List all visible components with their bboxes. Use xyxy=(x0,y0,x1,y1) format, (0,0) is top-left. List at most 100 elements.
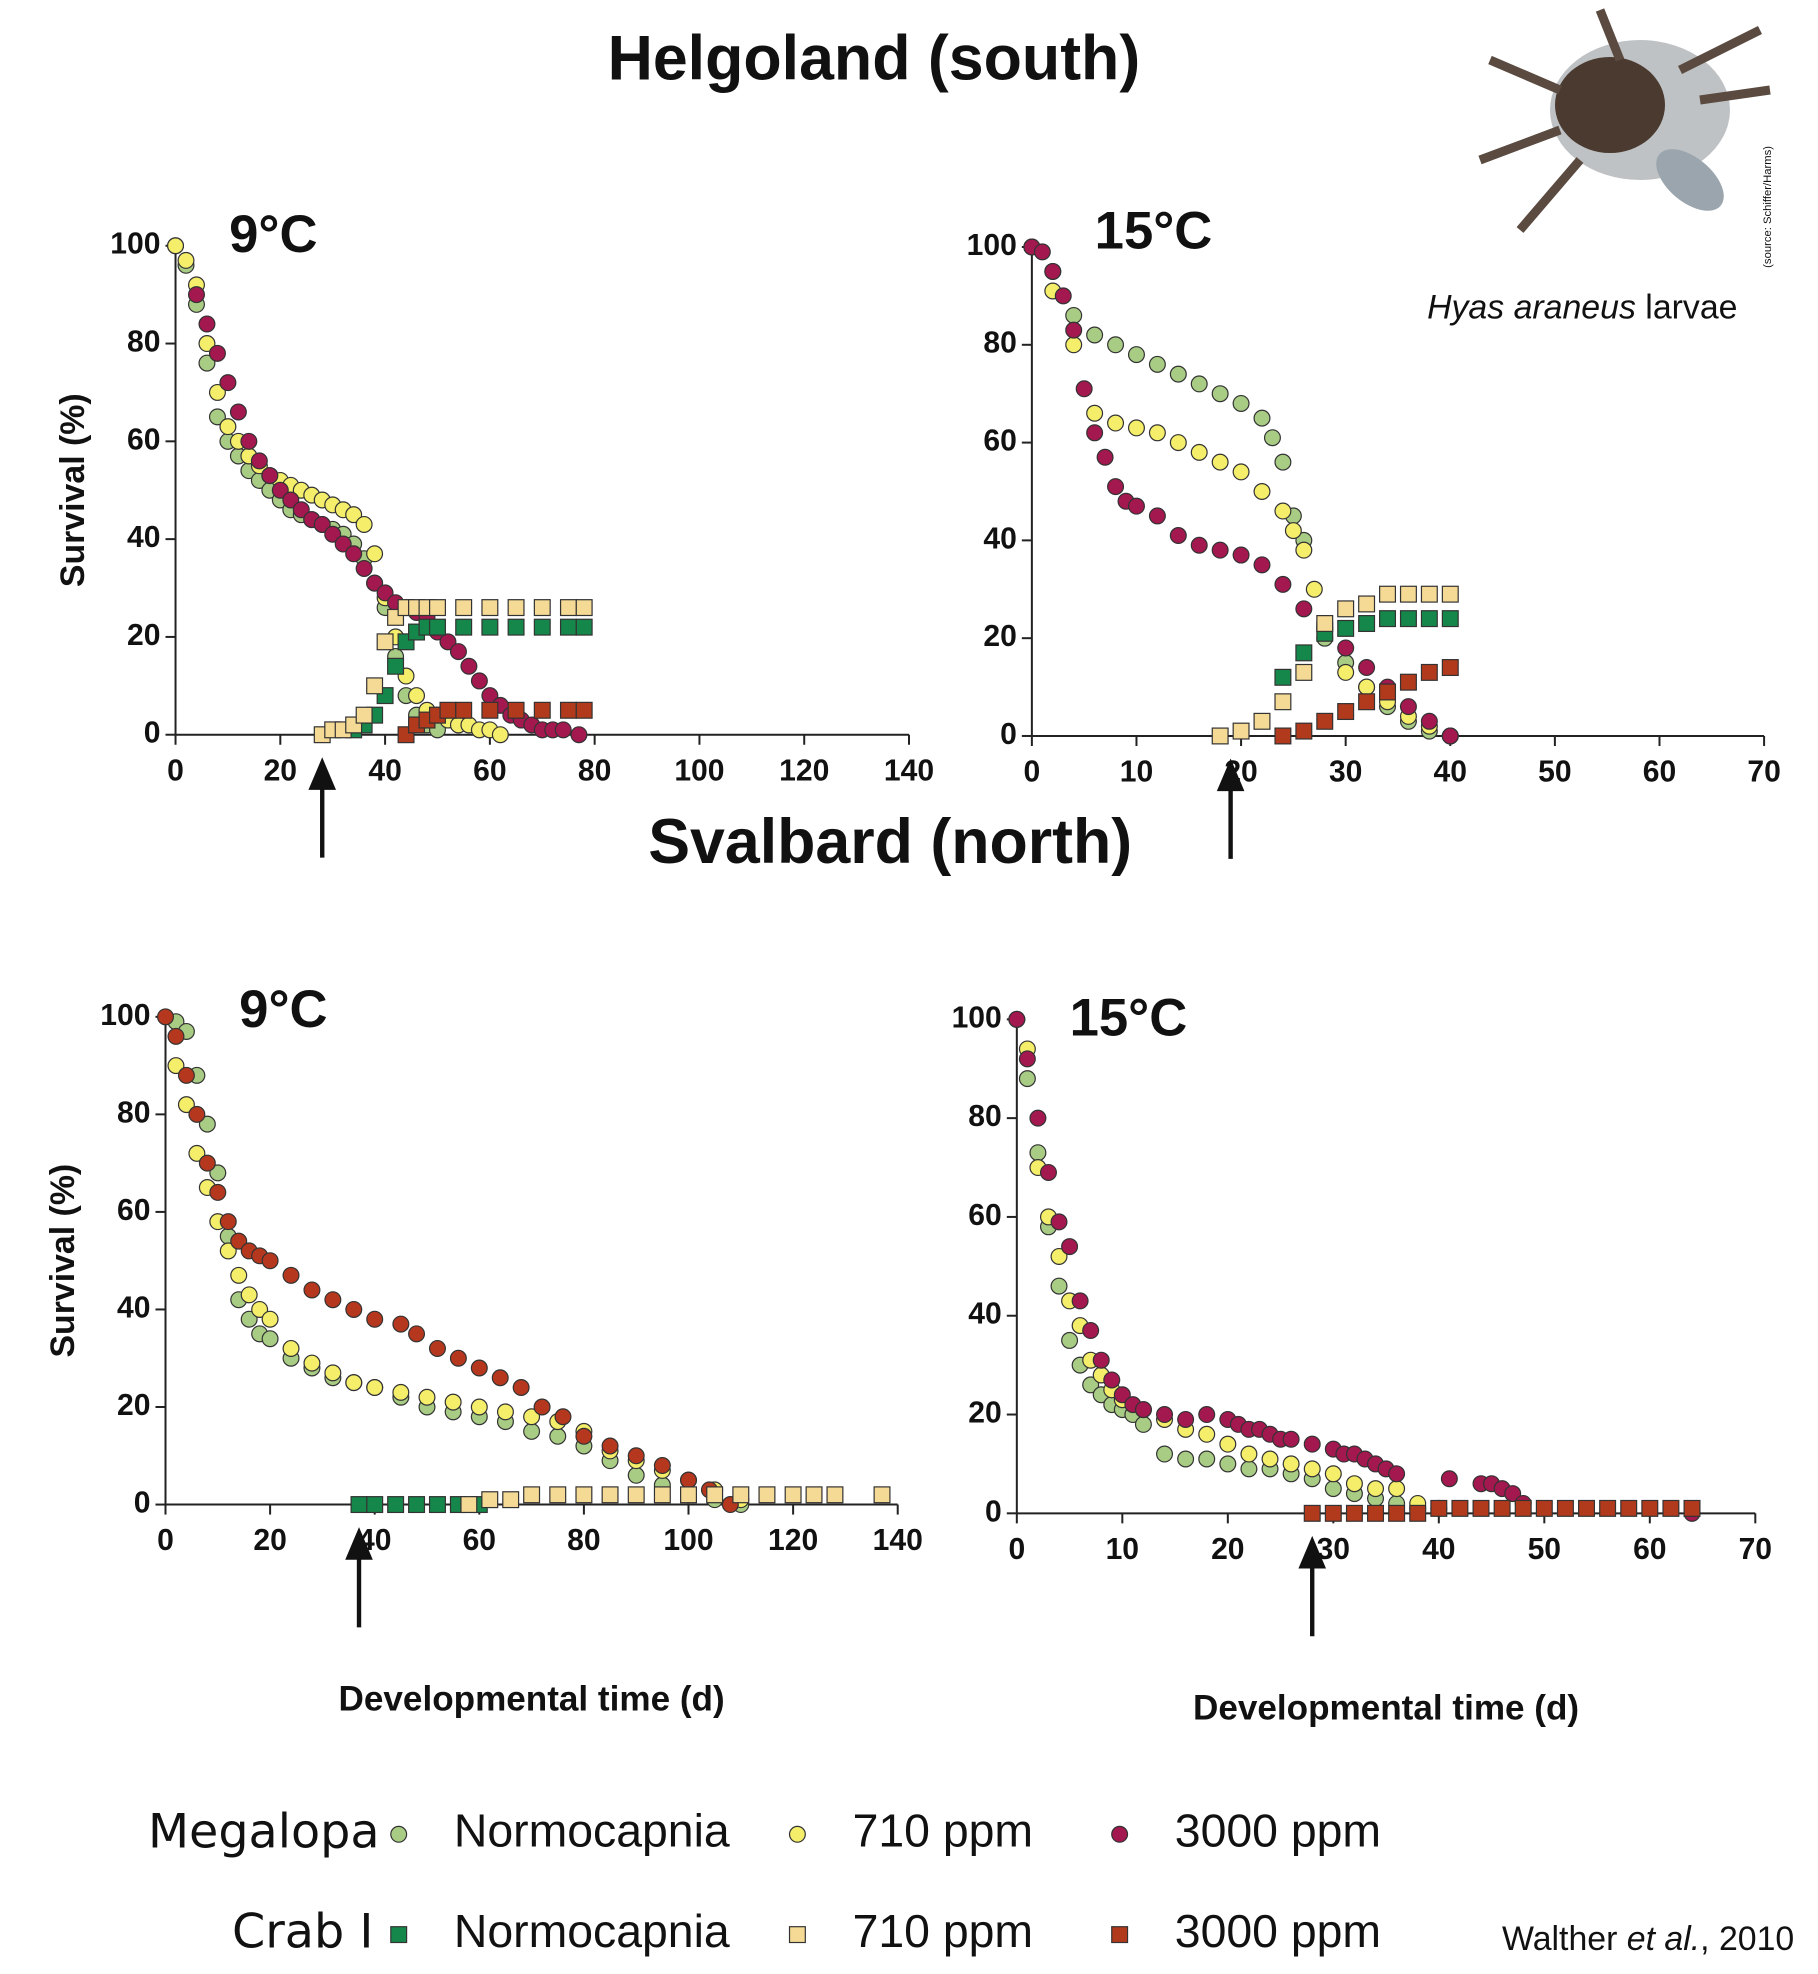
y-tick-label: 40 xyxy=(983,522,1016,555)
circle-point xyxy=(444,1393,462,1411)
circle-point xyxy=(1399,698,1417,716)
circle-point xyxy=(1240,1445,1258,1463)
circle-point xyxy=(177,1096,195,1114)
circle-point xyxy=(229,403,247,421)
y-tick-label: 40 xyxy=(968,1298,1001,1331)
circle-point xyxy=(1232,463,1250,481)
circle-point xyxy=(439,633,457,651)
square-point xyxy=(680,1486,698,1504)
circle-point xyxy=(1086,424,1104,442)
circle-point xyxy=(1219,1455,1237,1473)
square-point xyxy=(1388,1504,1406,1522)
circle-point xyxy=(1148,424,1166,442)
circle-point xyxy=(1358,678,1376,696)
square-point xyxy=(1578,1499,1596,1517)
circle-point xyxy=(1148,507,1166,525)
credit: Walther et al., 2010 xyxy=(1502,1920,1794,1958)
square-point xyxy=(387,657,405,675)
circle-point xyxy=(1134,1415,1152,1433)
circle-point xyxy=(1169,365,1187,383)
x-tick-label: 60 xyxy=(1643,756,1676,789)
square-point xyxy=(1420,610,1438,628)
square-point xyxy=(1535,1499,1553,1517)
square-point xyxy=(758,1486,776,1504)
circle-point xyxy=(523,1408,541,1426)
x-tick-label: 20 xyxy=(253,1524,286,1557)
circle-point xyxy=(1305,580,1323,598)
circle-point xyxy=(449,643,467,661)
circle-point xyxy=(167,237,185,255)
square-point xyxy=(575,701,593,719)
circle-point xyxy=(187,286,205,304)
circle-point xyxy=(496,1403,514,1421)
circle-point xyxy=(554,1408,572,1426)
legend-square xyxy=(1111,1926,1129,1944)
circle-point xyxy=(1082,1376,1100,1394)
circle-point xyxy=(1504,1485,1522,1503)
circle-point xyxy=(345,506,363,524)
square-point xyxy=(1316,615,1334,633)
legend-circle xyxy=(390,1825,408,1843)
circle-point xyxy=(177,1066,195,1084)
legend-label: 3000 ppm xyxy=(1175,1805,1381,1857)
square-point xyxy=(502,1491,520,1509)
legend-circle xyxy=(788,1825,806,1843)
circle-point xyxy=(1177,1410,1195,1428)
section-title: Helgoland (south) xyxy=(608,23,1141,93)
y-tick-label: 80 xyxy=(127,325,160,358)
x-tick-label: 60 xyxy=(463,1524,496,1557)
x-tick-label: 10 xyxy=(1106,1533,1139,1566)
circle-point xyxy=(1282,1455,1300,1473)
circle-point xyxy=(1044,262,1062,280)
circle-point xyxy=(491,1369,509,1387)
circle-point xyxy=(198,1115,216,1133)
circle-point xyxy=(1253,482,1271,500)
circle-point xyxy=(1156,1406,1174,1424)
circle-point xyxy=(1420,712,1438,730)
circle-point xyxy=(355,515,373,533)
circle-point xyxy=(1092,1351,1110,1369)
square-point xyxy=(559,599,577,617)
square-point xyxy=(1274,668,1292,686)
y-tick-label: 80 xyxy=(968,1100,1001,1133)
circle-point xyxy=(1018,1070,1036,1088)
square-point xyxy=(1662,1499,1680,1517)
square-point xyxy=(1399,673,1417,691)
x-tick-label: 50 xyxy=(1538,756,1571,789)
circle-point xyxy=(627,1447,645,1465)
circle-point xyxy=(219,418,237,436)
y-tick-label: 0 xyxy=(985,1495,1002,1528)
circle-point xyxy=(575,1427,593,1445)
square-point xyxy=(481,1491,499,1509)
square-point xyxy=(627,1486,645,1504)
y-tick-label: 60 xyxy=(117,1194,150,1227)
square-point xyxy=(507,618,525,636)
square-point xyxy=(366,1496,384,1514)
legend-group-label: Crab I xyxy=(232,1905,373,1960)
circle-point xyxy=(366,545,384,563)
legend-label: 710 ppm xyxy=(853,1805,1033,1857)
square-point xyxy=(1420,585,1438,603)
y-tick-label: 100 xyxy=(110,228,160,261)
credit-author: Walther xyxy=(1502,1920,1627,1958)
y-tick-label: 0 xyxy=(134,1487,151,1520)
circle-point xyxy=(324,525,342,543)
square-point xyxy=(873,1486,891,1504)
circle-point xyxy=(1033,243,1051,261)
square-point xyxy=(1295,663,1313,681)
circle-point xyxy=(261,1330,279,1348)
square-point xyxy=(1599,1499,1617,1517)
circle-point xyxy=(240,432,258,450)
circle-point xyxy=(1107,336,1125,354)
square-point xyxy=(1514,1499,1532,1517)
legend-circle xyxy=(1111,1825,1129,1843)
circle-point xyxy=(554,721,572,739)
arrow-head xyxy=(345,1527,373,1560)
circle-point xyxy=(303,1281,321,1299)
circle-point xyxy=(1107,478,1125,496)
circle-point xyxy=(1232,394,1250,412)
circle-point xyxy=(1134,1401,1152,1419)
circle-point xyxy=(198,335,216,353)
square-point xyxy=(805,1486,823,1504)
